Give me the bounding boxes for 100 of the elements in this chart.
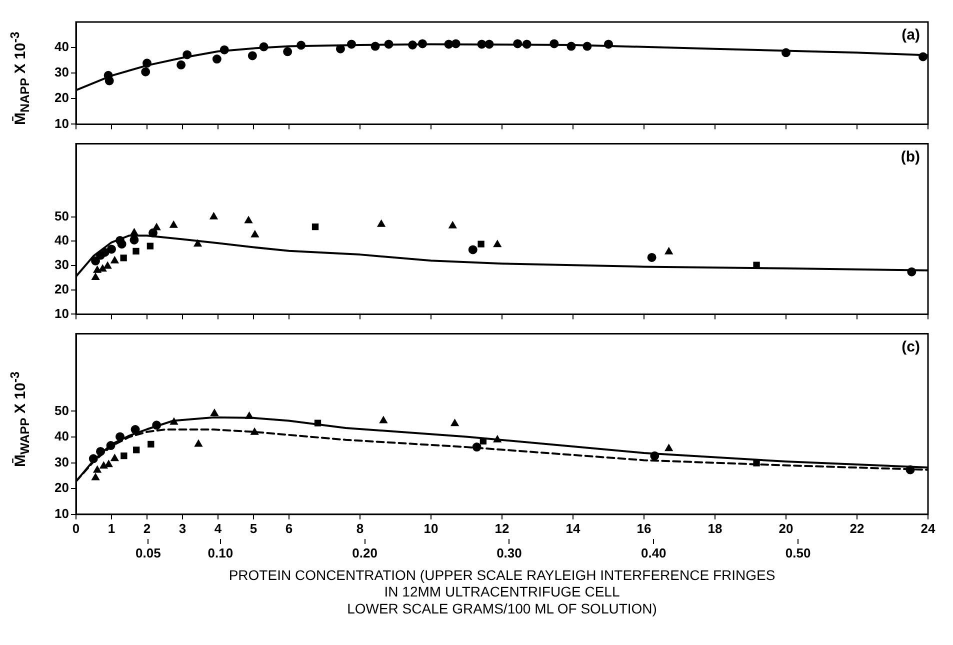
point (480, 438, 487, 444)
point (650, 451, 660, 460)
x2-tick-label: 0.30 (496, 545, 522, 560)
point (93, 466, 102, 473)
point (522, 40, 532, 49)
annotation: (c) (902, 338, 920, 356)
point (379, 416, 388, 424)
point (120, 254, 127, 262)
point (283, 47, 292, 56)
point (408, 40, 418, 50)
point (647, 252, 656, 262)
point (493, 240, 502, 248)
annotation: (a) (902, 26, 920, 44)
point (92, 473, 100, 480)
point (107, 244, 116, 254)
point (110, 454, 119, 462)
point (210, 212, 218, 220)
y-tick-label: 40 (54, 232, 69, 248)
x-tick-label: 18 (708, 520, 722, 536)
annotation: (b) (900, 148, 920, 166)
point (96, 446, 105, 456)
y-tick-label: 30 (54, 64, 69, 80)
x-tick-label: 22 (850, 520, 864, 536)
point (104, 460, 113, 468)
point (907, 267, 916, 276)
point (484, 40, 494, 49)
x-tick-label: 8 (356, 520, 364, 536)
point (104, 262, 112, 269)
point (451, 39, 460, 48)
point (346, 40, 356, 49)
point (133, 446, 140, 454)
x-tick-label: 16 (636, 520, 652, 536)
point (418, 39, 427, 48)
point (550, 39, 559, 48)
y-tick-label: 30 (54, 257, 69, 272)
x-tick-label: 12 (494, 520, 510, 536)
point (116, 432, 125, 442)
point (148, 440, 154, 448)
x2-tick-label: 0.10 (208, 545, 234, 560)
point (296, 40, 306, 50)
x2-tick-label: 0.50 (785, 545, 811, 560)
point (117, 240, 126, 249)
point (194, 240, 202, 247)
point (100, 462, 108, 469)
y-tick-label: 20 (54, 90, 69, 106)
x-tick-label: 5 (250, 520, 258, 536)
point (146, 242, 154, 250)
point (336, 44, 345, 54)
y-tick-label: 30 (54, 454, 69, 470)
x2-tick-label: 0.20 (352, 545, 378, 560)
point (250, 428, 259, 435)
x-tick-label: 4 (214, 520, 222, 536)
point (582, 42, 592, 51)
x-tick-label: 10 (424, 520, 438, 536)
point (448, 221, 457, 228)
y-tick-label: 50 (54, 402, 69, 418)
point (604, 40, 613, 49)
x2-tick-label: 0.05 (136, 545, 161, 560)
point (664, 247, 673, 254)
x-axis-title: PROTEIN CONCENTRATION (UPPER SCALE RAYLEIGH INTERFERENCE FRINGES IN 12MM ULTRACENTRIFUGE CELL LOWER SCALE GRAMS/100 ML OF SOLUTION) (228, 566, 776, 616)
point (314, 420, 322, 426)
y-tick-label: 10 (54, 306, 69, 321)
point (248, 51, 257, 60)
point (566, 42, 576, 51)
point (110, 256, 119, 264)
point (753, 262, 760, 268)
point (753, 460, 760, 466)
point (142, 58, 152, 68)
point (98, 264, 107, 272)
x-tick-label: 2 (143, 520, 151, 536)
point (130, 228, 138, 236)
point (220, 45, 229, 54)
y-tick-label: 10 (54, 506, 69, 521)
point (88, 454, 98, 464)
point (477, 40, 486, 49)
point (212, 54, 222, 64)
x-tick-label: 20 (778, 520, 794, 536)
point (244, 216, 252, 224)
point (664, 444, 673, 452)
point (152, 420, 162, 430)
point (478, 240, 484, 248)
point (250, 230, 259, 238)
point (141, 67, 150, 76)
point (106, 441, 116, 450)
point (450, 419, 459, 426)
point (170, 418, 178, 425)
point (210, 409, 218, 416)
x2-tick-label: 0.40 (640, 545, 666, 560)
y-tick-label: 40 (54, 428, 69, 444)
point (148, 228, 158, 238)
point (782, 48, 790, 58)
point (468, 245, 478, 254)
point (918, 52, 928, 62)
point (259, 42, 268, 52)
y-tick-label: 40 (54, 39, 69, 54)
point (92, 272, 100, 280)
point (170, 220, 178, 228)
point (120, 452, 128, 460)
y-tick-label: 20 (54, 281, 69, 296)
point (91, 256, 100, 266)
